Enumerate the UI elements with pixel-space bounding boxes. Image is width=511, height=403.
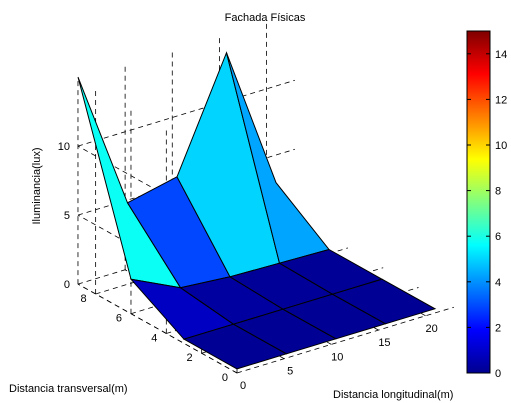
grid-line-y-floor: [236, 306, 455, 374]
colorbar-tick-label: 12: [495, 94, 507, 106]
grid-line-y-floor: [95, 227, 313, 295]
z-tick-label: 0: [64, 279, 70, 291]
colorbar-tick-label: 2: [495, 322, 501, 334]
x-tick-label: 20: [425, 323, 437, 335]
colorbar-tick-label: 0: [495, 368, 501, 380]
colorbar-tick-label: 4: [495, 277, 501, 289]
x-tick-label: 15: [378, 337, 390, 349]
colorbar-tick-label: 14: [495, 49, 507, 61]
surface: [77, 51, 437, 370]
y-tick-label: 8: [81, 293, 87, 305]
colorbar-tick-label: 6: [495, 231, 501, 243]
y-tick-label: 2: [187, 352, 193, 364]
colorbar-gradient: [466, 30, 491, 374]
x-tick-label: 0: [240, 380, 246, 392]
surface-patch: [331, 278, 437, 325]
x-axis-label: Distancia longitudinal(m): [333, 389, 453, 401]
colorbar-tick-label: 8: [495, 186, 501, 198]
grid-line-z-back: [77, 217, 295, 285]
z-tick-label: 10: [58, 141, 70, 153]
y-axis-label: Distancia transversal(m): [9, 383, 128, 395]
grid-line-z-back: [77, 79, 295, 147]
chart-title: Fachada Físicas: [225, 12, 306, 24]
colorbar: 0 2 4 6 8 10 12 14: [466, 30, 507, 380]
colorbar-tick-label: 10: [495, 140, 507, 152]
grid-line-z-side: [77, 283, 238, 374]
y-tick-label: 0: [222, 372, 228, 384]
x-tick-label: 5: [287, 366, 293, 378]
y-tick-label: 6: [116, 313, 122, 325]
z-axis-label: Iluminancia(lux): [31, 147, 43, 224]
z-tick-label: 5: [64, 210, 70, 222]
y-tick-label: 4: [151, 332, 157, 344]
x-tick-label: 10: [331, 351, 343, 363]
